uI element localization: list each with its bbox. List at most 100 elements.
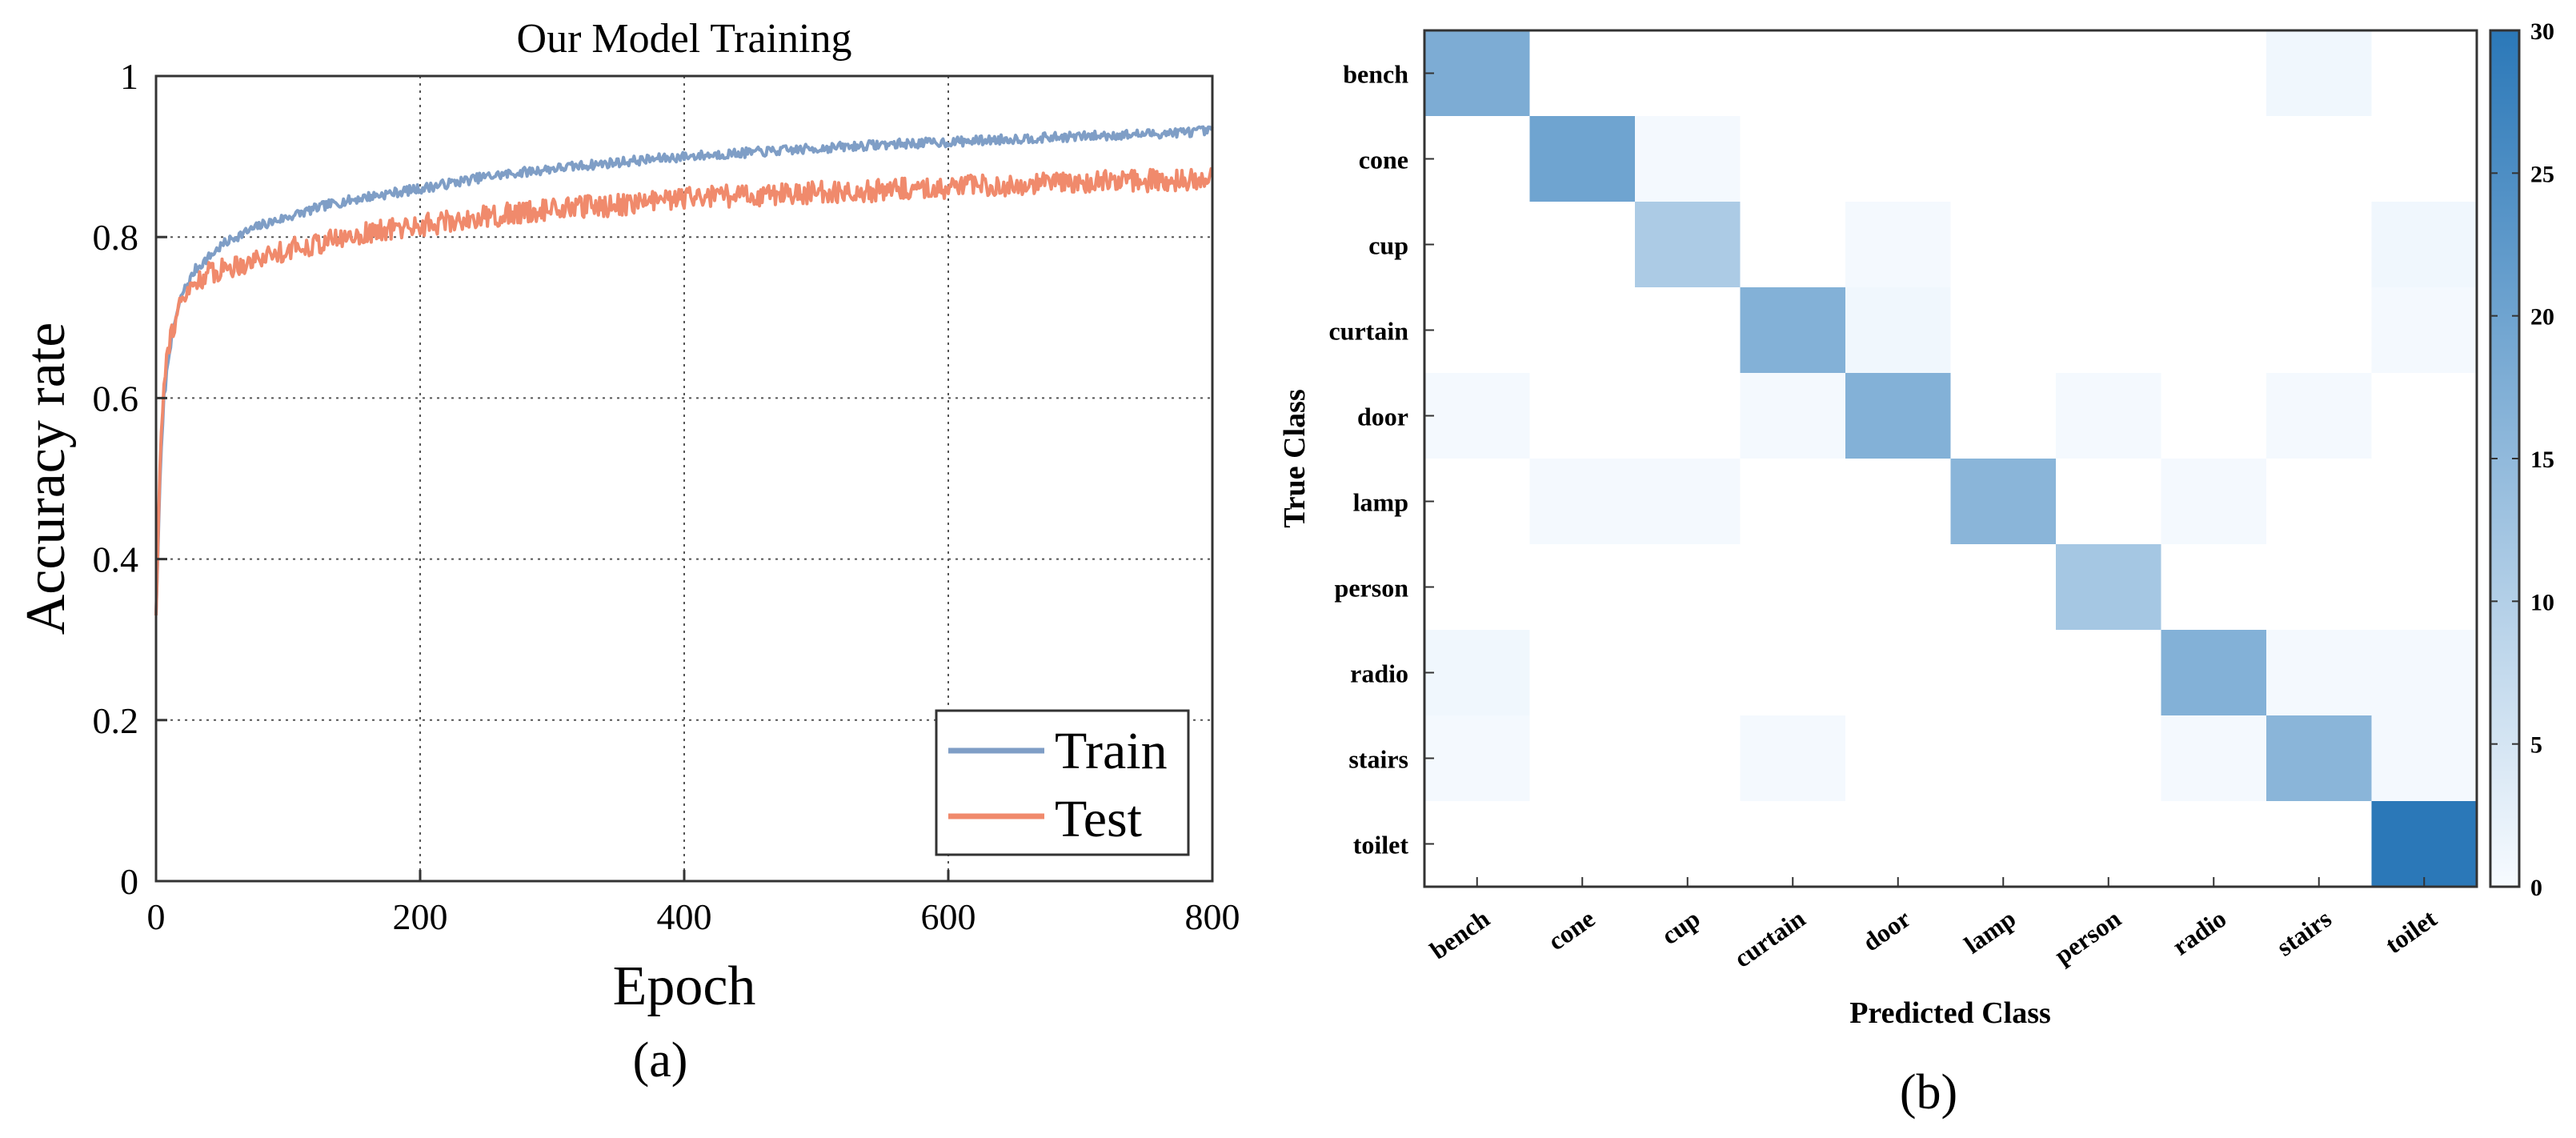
matrix-cell-cup-radio	[2161, 202, 2267, 288]
matrix-cell-person-cone	[1529, 544, 1636, 631]
line-chart-panel: Our Model Training 0 200 400 600 800 0 0.2 0.4…	[15, 16, 1240, 1088]
confusion-matrix-caption: (b)	[1900, 1065, 1957, 1120]
matrix-cell-radio-toilet	[2371, 630, 2478, 716]
matrix-cell-person-person	[2056, 544, 2161, 631]
colorbar-tick-label: 5	[2530, 732, 2542, 759]
matrix-cell-toilet-curtain	[1740, 801, 1846, 888]
matrix-cell-cone-cone	[1529, 116, 1636, 202]
matrix-cell-curtain-person	[2056, 287, 2161, 374]
confusion-matrix-col-labels: bench cone cup curtain door lamp person radio st…	[1424, 877, 2442, 973]
legend-train-label: Train	[1055, 722, 1168, 780]
matrix-cell-person-bench	[1424, 544, 1530, 631]
matrix-cell-stairs-stairs	[2266, 715, 2372, 802]
matrix-cell-door-door	[1845, 373, 1951, 459]
matrix-cell-curtain-toilet	[2371, 287, 2478, 374]
matrix-cell-toilet-stairs	[2266, 801, 2372, 888]
colorbar-tick-label: 0	[2530, 875, 2542, 901]
colorbar-tick-label: 20	[2530, 304, 2554, 331]
line-chart-y-axis-label: Accuracy rate	[15, 323, 77, 635]
row-label-toilet: toilet	[1353, 831, 1409, 860]
matrix-cell-door-curtain	[1740, 373, 1846, 459]
col-label-radio: radio	[2167, 904, 2231, 960]
matrix-cell-stairs-person	[2056, 715, 2161, 802]
matrix-cell-cone-cup	[1635, 116, 1741, 202]
matrix-cell-door-person	[2056, 373, 2161, 459]
row-label-cone: cone	[1359, 146, 1408, 174]
matrix-cell-person-door	[1845, 544, 1951, 631]
matrix-cell-bench-person	[2056, 30, 2161, 117]
matrix-cell-lamp-radio	[2161, 459, 2267, 545]
matrix-cell-cup-cone	[1529, 202, 1636, 288]
matrix-cell-door-lamp	[1950, 373, 2057, 459]
matrix-cell-lamp-cone	[1529, 459, 1636, 545]
matrix-cell-bench-radio	[2161, 30, 2267, 117]
matrix-cell-cup-person	[2056, 202, 2161, 288]
matrix-cell-radio-curtain	[1740, 630, 1846, 716]
line-chart-x-ticks: 0 200 400 600 800	[147, 870, 1240, 937]
matrix-cell-door-toilet	[2371, 373, 2478, 459]
matrix-cell-radio-stairs	[2266, 630, 2372, 716]
series-line-train	[154, 125, 1214, 616]
matrix-cell-cone-bench	[1424, 116, 1530, 202]
col-label-person: person	[2049, 904, 2126, 970]
matrix-cell-person-toilet	[2371, 544, 2478, 631]
matrix-cell-cone-stairs	[2266, 116, 2372, 202]
col-label-stairs: stairs	[2271, 904, 2337, 961]
matrix-cell-toilet-door	[1845, 801, 1951, 888]
matrix-cell-cone-radio	[2161, 116, 2267, 202]
matrix-cell-lamp-lamp	[1950, 459, 2057, 545]
matrix-cell-stairs-toilet	[2371, 715, 2478, 802]
colorbar-tick-label: 15	[2530, 447, 2554, 473]
matrix-cell-stairs-curtain	[1740, 715, 1846, 802]
matrix-cell-radio-person	[2056, 630, 2161, 716]
matrix-cell-cup-toilet	[2371, 202, 2478, 288]
matrix-cell-cone-lamp	[1950, 116, 2057, 202]
matrix-cell-radio-door	[1845, 630, 1951, 716]
colorbar: 0 5 10 15 20 25 30	[2489, 18, 2554, 901]
matrix-cell-stairs-cup	[1635, 715, 1741, 802]
matrix-cell-door-cup	[1635, 373, 1741, 459]
matrix-cell-radio-cup	[1635, 630, 1741, 716]
x-tick-label: 800	[1185, 896, 1240, 937]
matrix-cell-person-lamp	[1950, 544, 2057, 631]
matrix-cell-curtain-curtain	[1740, 287, 1846, 374]
matrix-cell-bench-bench	[1424, 30, 1530, 117]
matrix-cell-toilet-cone	[1529, 801, 1636, 888]
matrix-cell-toilet-bench	[1424, 801, 1530, 888]
matrix-cell-toilet-cup	[1635, 801, 1741, 888]
confusion-matrix-row-labels: bench cone cup curtain door lamp person radio st…	[1328, 60, 1434, 860]
x-tick-label: 600	[921, 896, 976, 937]
y-tick-label: 0.2	[93, 700, 139, 741]
matrix-cell-cup-cup	[1635, 202, 1741, 288]
matrix-cell-person-radio	[2161, 544, 2267, 631]
matrix-cell-door-radio	[2161, 373, 2267, 459]
line-chart-title: Our Model Training	[517, 16, 852, 62]
matrix-cell-stairs-cone	[1529, 715, 1636, 802]
legend-box	[935, 709, 1190, 856]
matrix-cell-lamp-door	[1845, 459, 1951, 545]
matrix-cell-lamp-bench	[1424, 459, 1530, 545]
matrix-cell-cone-person	[2056, 116, 2161, 202]
matrix-cell-toilet-toilet	[2371, 801, 2478, 888]
matrix-cell-person-curtain	[1740, 544, 1846, 631]
matrix-cell-cup-door	[1845, 202, 1951, 288]
confusion-matrix-x-axis-label: Predicted Class	[1849, 996, 2051, 1030]
matrix-cell-bench-door	[1845, 30, 1951, 117]
matrix-cell-door-bench	[1424, 373, 1530, 459]
matrix-cell-lamp-curtain	[1740, 459, 1846, 545]
matrix-cell-cup-bench	[1424, 202, 1530, 288]
matrix-cell-radio-lamp	[1950, 630, 2057, 716]
matrix-cell-cone-door	[1845, 116, 1951, 202]
y-tick-label: 1	[120, 56, 138, 97]
matrix-cell-curtain-cone	[1529, 287, 1636, 374]
matrix-cell-bench-stairs	[2266, 30, 2372, 117]
matrix-cell-cone-curtain	[1740, 116, 1846, 202]
matrix-cell-door-cone	[1529, 373, 1636, 459]
matrix-cell-radio-cone	[1529, 630, 1636, 716]
line-chart-x-axis-label: Epoch	[613, 956, 756, 1017]
confusion-matrix-panel: benchconecupcurtaindoorlamppersonradiost…	[1278, 18, 2554, 1120]
col-label-lamp: lamp	[1959, 904, 2021, 959]
matrix-cell-curtain-radio	[2161, 287, 2267, 374]
line-chart-caption: (a)	[633, 1033, 688, 1088]
